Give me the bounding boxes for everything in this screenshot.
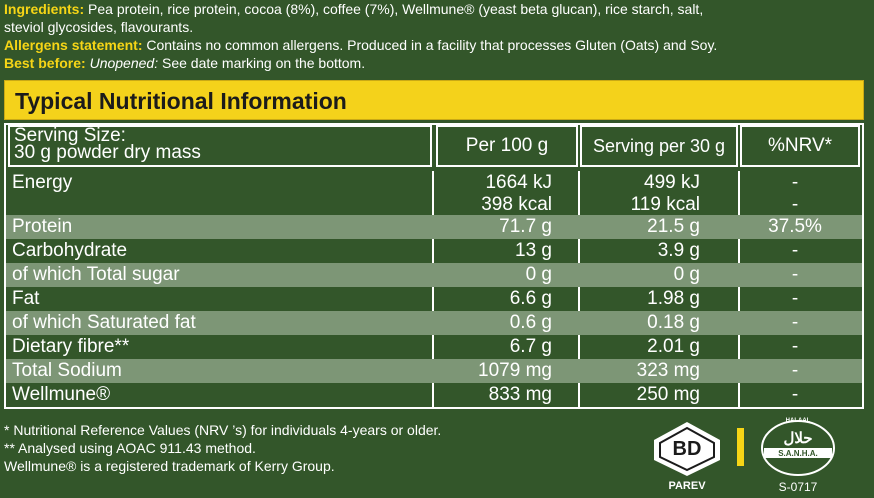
- ingredients-text-1: Pea protein, rice protein, cocoa (8%), c…: [88, 1, 704, 17]
- header-serving-30g: Serving per 30 g: [580, 125, 738, 167]
- best-before-italic: Unopened:: [89, 55, 159, 71]
- energy-label: Energy: [12, 172, 73, 193]
- table-row: Protein 71.7 g 21.5 g 37.5%: [6, 215, 862, 239]
- nutrient-nrv: -: [791, 264, 799, 285]
- footnote-aoac: ** Analysed using AOAC 911.43 method.: [4, 440, 256, 456]
- halaal-logo: HALAAL حلال S.A.N.H.A. S-0717: [756, 416, 840, 496]
- table-row: Carbohydrate 13 g 3.9 g -: [6, 239, 862, 263]
- nutrient-per100: 0.6 g: [509, 312, 552, 333]
- header-serving-size: Serving Size: 30 g powder dry mass: [8, 125, 432, 167]
- nutrient-per30: 1.98 g: [647, 288, 700, 309]
- halaal-arabic: حلال: [783, 430, 813, 447]
- column-divider: [738, 171, 740, 407]
- column-divider: [432, 171, 434, 407]
- product-info: Ingredients: Pea protein, rice protein, …: [4, 0, 870, 72]
- header-nrv: %NRV*: [740, 125, 860, 167]
- energy-per100-kcal: 398 kcal: [481, 194, 552, 215]
- nutrient-per100: 0 g: [525, 264, 552, 285]
- nutrient-label: Fat: [12, 288, 40, 309]
- energy-per100-kj: 1664 kJ: [485, 172, 552, 193]
- energy-per30-kcal: 119 kcal: [630, 194, 700, 215]
- footnotes: * Nutritional Reference Values (NRV ’s) …: [4, 421, 441, 475]
- nutrient-label: Wellmune®: [12, 384, 111, 405]
- table-row: Total Sodium 1079 mg 323 mg -: [6, 359, 862, 383]
- header-per-100g: Per 100 g: [436, 125, 578, 167]
- parev-label: PAREV: [668, 480, 706, 492]
- allergens-label: Allergens statement:: [4, 37, 143, 53]
- nutrient-per100: 1079 mg: [478, 360, 552, 381]
- nutrient-nrv: 37.5%: [768, 216, 822, 237]
- ingredients-line: Ingredients: Pea protein, rice protein, …: [4, 0, 870, 18]
- nutrient-per30: 0.18 g: [647, 312, 700, 333]
- energy-nrv-2: -: [791, 194, 799, 215]
- best-before-label: Best before:: [4, 55, 86, 71]
- nutrient-per100: 833 mg: [488, 384, 552, 405]
- nutrient-label: Total Sodium: [12, 360, 122, 381]
- table-row: Dietary fibre** 6.7 g 2.01 g -: [6, 335, 862, 359]
- nutrient-per30: 323 mg: [636, 360, 700, 381]
- table-row: Wellmune® 833 mg 250 mg -: [6, 383, 862, 407]
- yellow-divider: [737, 428, 744, 466]
- table-row: Fat 6.6 g 1.98 g -: [6, 287, 862, 311]
- table-row: of which Saturated fat 0.6 g 0.18 g -: [6, 311, 862, 335]
- nutrition-table: Serving Size: 30 g powder dry mass Per 1…: [4, 123, 864, 409]
- nutrient-nrv: -: [791, 384, 799, 405]
- nutrient-per30: 0 g: [673, 264, 700, 285]
- nutrient-per30: 2.01 g: [647, 336, 700, 357]
- header-serving-line1: Serving Size:: [14, 125, 126, 146]
- nutrient-per30: 21.5 g: [647, 216, 700, 237]
- table-header: Serving Size: 30 g powder dry mass Per 1…: [6, 125, 862, 171]
- nutrient-nrv: -: [791, 360, 799, 381]
- nutrient-label: of which Total sugar: [12, 264, 180, 285]
- nutrient-nrv: -: [791, 288, 799, 309]
- footnote-nrv: * Nutritional Reference Values (NRV ’s) …: [4, 422, 442, 438]
- nutrient-per30: 250 mg: [636, 384, 700, 405]
- ingredients-label: Ingredients:: [4, 1, 85, 17]
- energy-per30-kj: 499 kJ: [644, 172, 700, 193]
- nutrient-per100: 6.7 g: [509, 336, 552, 357]
- nutrient-nrv: -: [791, 336, 799, 357]
- best-before-line: Best before: Unopened: See date marking …: [4, 54, 870, 72]
- nutrient-per100: 13 g: [515, 240, 552, 261]
- nutrient-nrv: -: [791, 312, 799, 333]
- nutrient-per100: 71.7 g: [499, 216, 552, 237]
- header-serving-line2: 30 g powder dry mass: [14, 142, 201, 163]
- halaal-seal-icon: [761, 420, 835, 476]
- halaal-code: S-0717: [778, 480, 818, 494]
- parev-mark-text: BD: [672, 438, 702, 460]
- nutrient-per100: 6.6 g: [509, 288, 552, 309]
- energy-row-kcal: 398 kcal 119 kcal -: [6, 193, 862, 217]
- allergens-text: Contains no common allergens. Produced i…: [146, 37, 718, 53]
- nutrient-nrv: -: [791, 240, 799, 261]
- nutrient-label: Dietary fibre**: [12, 336, 130, 357]
- nutrient-label: Protein: [12, 216, 73, 237]
- allergens-line: Allergens statement: Contains no common …: [4, 36, 870, 54]
- nutrient-label: Carbohydrate: [12, 240, 128, 261]
- halaal-top-text: HALAAL: [785, 418, 811, 424]
- nutrient-per30: 3.9 g: [657, 240, 700, 261]
- table-title: Typical Nutritional Information: [4, 80, 864, 120]
- energy-nrv-1: -: [791, 172, 799, 193]
- parev-logo: BD PAREV: [650, 420, 724, 496]
- footnote-trademark: Wellmune® is a registered trademark of K…: [4, 458, 335, 474]
- energy-row: Energy 1664 kJ 499 kJ -: [6, 171, 862, 195]
- nutrient-label: of which Saturated fat: [12, 312, 196, 333]
- best-before-text: See date marking on the bottom.: [161, 55, 366, 71]
- column-divider: [578, 171, 580, 407]
- ingredients-text-2: steviol glycosides, flavourants.: [4, 19, 194, 35]
- halaal-band-text: S.A.N.H.A.: [778, 449, 818, 458]
- parev-mark-icon: [654, 422, 720, 476]
- table-row: of which Total sugar 0 g 0 g -: [6, 263, 862, 287]
